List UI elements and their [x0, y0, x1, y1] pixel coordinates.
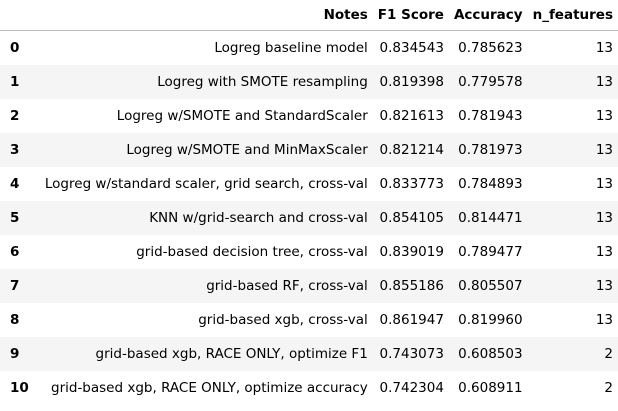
table-row: 3 Logreg w/SMOTE and MinMaxScaler 0.821214…	[0, 133, 618, 167]
index-header	[0, 0, 40, 31]
cell-accuracy: 0.781943	[458, 108, 523, 124]
table-header: Notes F1 Score Accuracy n_features	[0, 0, 618, 31]
cell-accuracy: 0.814471	[458, 210, 523, 226]
row-index: 8	[10, 312, 20, 328]
table-row: 8 grid-based xgb, cross-val 0.861947 0.8199…	[0, 303, 618, 337]
cell-n-features: 13	[595, 142, 613, 158]
row-index: 7	[10, 278, 20, 294]
table-row: 4 Logreg w/standard scaler, grid search, …	[0, 167, 618, 201]
row-index: 4	[10, 176, 20, 192]
row-index: 3	[10, 142, 20, 158]
cell-n-features: 13	[595, 74, 613, 90]
row-index: 10	[10, 380, 29, 396]
cell-n-features: 2	[604, 380, 613, 396]
table-row: 9 grid-based xgb, RACE ONLY, optimize F1 0…	[0, 337, 618, 371]
row-index: 1	[10, 74, 20, 90]
column-header-accuracy: Accuracy	[448, 0, 528, 31]
row-index: 0	[10, 40, 20, 56]
cell-accuracy: 0.819960	[458, 312, 523, 328]
cell-notes: grid-based xgb, RACE ONLY, optimize F1	[95, 346, 368, 362]
column-header-n-features: n_features	[527, 0, 618, 31]
cell-f1-score: 0.839019	[379, 244, 444, 260]
cell-accuracy: 0.789477	[458, 244, 523, 260]
cell-n-features: 13	[595, 312, 613, 328]
cell-n-features: 13	[595, 244, 613, 260]
table-row: 0 Logreg baseline model 0.834543 0.785623 13	[0, 30, 618, 65]
cell-accuracy: 0.781973	[458, 142, 523, 158]
cell-accuracy: 0.608911	[458, 380, 523, 396]
cell-notes: grid-based RF, cross-val	[206, 278, 368, 294]
cell-f1-score: 0.834543	[379, 40, 444, 56]
table-row: 2 Logreg w/SMOTE and StandardScaler 0.8216…	[0, 99, 618, 133]
table-row: 1 Logreg with SMOTE resampling 0.819398 0.7…	[0, 65, 618, 99]
column-header-notes: Notes	[39, 0, 373, 31]
cell-notes: grid-based decision tree, cross-val	[136, 244, 368, 260]
cell-f1-score: 0.854105	[379, 210, 444, 226]
table-row: 5 KNN w/grid-search and cross-val 0.854105…	[0, 201, 618, 235]
cell-f1-score: 0.821214	[379, 142, 444, 158]
cell-f1-score: 0.855186	[379, 278, 444, 294]
cell-notes: grid-based xgb, RACE ONLY, optimize accu…	[51, 380, 368, 396]
cell-f1-score: 0.833773	[379, 176, 444, 192]
table-body: 0 Logreg baseline model 0.834543 0.785623 13…	[0, 30, 618, 405]
cell-f1-score: 0.743073	[379, 346, 444, 362]
cell-n-features: 13	[595, 108, 613, 124]
cell-accuracy: 0.779578	[458, 74, 523, 90]
row-index: 5	[10, 210, 20, 226]
column-header-f1-score: F1 Score	[372, 0, 449, 31]
table-row: 7 grid-based RF, cross-val 0.855186 0.80550…	[0, 269, 618, 303]
cell-accuracy: 0.785623	[458, 40, 523, 56]
cell-f1-score: 0.819398	[379, 74, 444, 90]
cell-n-features: 13	[595, 40, 613, 56]
table-row: 6 grid-based decision tree, cross-val 0.83…	[0, 235, 618, 269]
cell-notes: Logreg w/standard scaler, grid search, c…	[44, 176, 368, 192]
cell-notes: KNN w/grid-search and cross-val	[149, 210, 368, 226]
table-row: 10 grid-based xgb, RACE ONLY, optimize ac…	[0, 371, 618, 405]
cell-accuracy: 0.608503	[458, 346, 523, 362]
cell-n-features: 13	[595, 278, 613, 294]
cell-accuracy: 0.784893	[458, 176, 523, 192]
row-index: 2	[10, 108, 20, 124]
cell-notes: Logreg w/SMOTE and StandardScaler	[116, 108, 368, 124]
cell-f1-score: 0.821613	[379, 108, 444, 124]
row-index: 9	[10, 346, 20, 362]
cell-notes: Logreg w/SMOTE and MinMaxScaler	[126, 142, 368, 158]
cell-notes: grid-based xgb, cross-val	[198, 312, 368, 328]
cell-accuracy: 0.805507	[458, 278, 523, 294]
cell-notes: Logreg with SMOTE resampling	[157, 74, 368, 90]
cell-f1-score: 0.742304	[379, 380, 444, 396]
cell-n-features: 13	[595, 176, 613, 192]
cell-n-features: 2	[604, 346, 613, 362]
cell-notes: Logreg baseline model	[214, 40, 368, 56]
cell-f1-score: 0.861947	[379, 312, 444, 328]
header-row: Notes F1 Score Accuracy n_features	[0, 0, 618, 31]
row-index: 6	[10, 244, 20, 260]
cell-n-features: 13	[595, 210, 613, 226]
